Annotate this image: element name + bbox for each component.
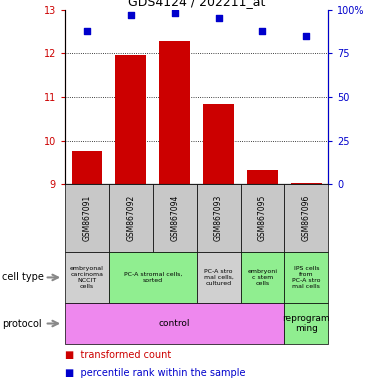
Text: GSM867091: GSM867091: [82, 195, 91, 241]
Bar: [159, 41, 190, 184]
Text: IPS cells
from
PC-A stro
mal cells: IPS cells from PC-A stro mal cells: [292, 266, 321, 289]
Text: GSM867096: GSM867096: [302, 195, 311, 241]
Text: GSM867093: GSM867093: [214, 195, 223, 241]
Text: GSM867092: GSM867092: [126, 195, 135, 241]
Bar: [115, 55, 146, 184]
Text: protocol: protocol: [2, 318, 42, 329]
Text: ■  transformed count: ■ transformed count: [65, 350, 171, 360]
Text: PC-A stromal cells,
sorted: PC-A stromal cells, sorted: [124, 272, 182, 283]
Bar: [72, 151, 102, 184]
Text: embryonal
carcinoma
NCCIT
cells: embryonal carcinoma NCCIT cells: [70, 266, 104, 289]
Title: GDS4124 / 202211_at: GDS4124 / 202211_at: [128, 0, 265, 8]
Text: GSM867095: GSM867095: [258, 195, 267, 241]
Bar: [247, 170, 278, 184]
Text: embryoni
c stem
cells: embryoni c stem cells: [247, 269, 278, 286]
Bar: [203, 104, 234, 184]
Text: reprogram
ming: reprogram ming: [283, 314, 330, 333]
Point: [128, 12, 134, 18]
Point: [216, 15, 221, 22]
Text: PC-A stro
mal cells,
cultured: PC-A stro mal cells, cultured: [204, 269, 233, 286]
Point: [259, 28, 265, 34]
Text: ■  percentile rank within the sample: ■ percentile rank within the sample: [65, 368, 246, 378]
Text: GSM867094: GSM867094: [170, 195, 179, 241]
Point: [303, 33, 309, 39]
Text: cell type: cell type: [2, 272, 44, 283]
Point: [172, 10, 178, 16]
Point: [84, 28, 90, 34]
Text: control: control: [159, 319, 190, 328]
